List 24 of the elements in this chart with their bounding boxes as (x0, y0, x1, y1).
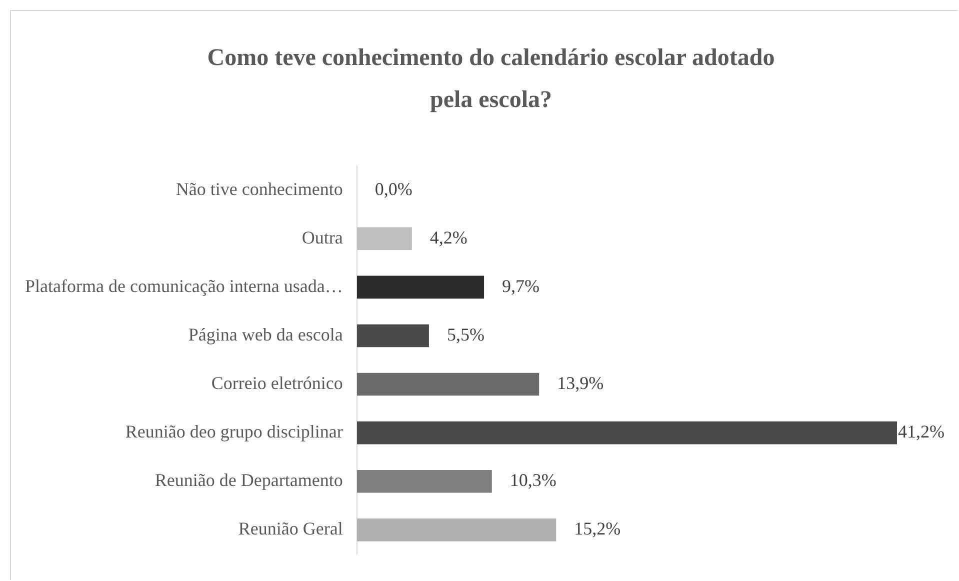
bar (356, 518, 556, 542)
y-tick-label: Plataforma de comunicação interna usada… (24, 276, 343, 296)
bar (356, 324, 429, 348)
data-label: 9,7% (502, 276, 540, 296)
data-label: 10,3% (510, 470, 556, 490)
bar (356, 276, 484, 299)
y-tick-label: Reunião deo grupo disciplinar (125, 422, 343, 442)
y-tick-label: Correio eletrónico (211, 373, 343, 394)
bar (356, 470, 492, 493)
chart-title: Como teve conhecimento do calendário escolar adotado pela escola? (206, 44, 776, 115)
y-tick-label: Página web da escola (188, 324, 343, 344)
data-label: 5,5% (446, 324, 484, 344)
bar (356, 372, 540, 396)
bar (356, 421, 897, 444)
y-tick-label: Não tive conhecimento (176, 178, 343, 199)
data-label: 13,9% (557, 373, 604, 394)
bar (356, 227, 412, 250)
y-tick-label: Reunião de Departamento (154, 470, 343, 490)
y-tick-label: Outra (302, 227, 343, 248)
y-tick-label: Reunião Geral (238, 518, 343, 539)
data-label: 15,2% (574, 518, 621, 539)
data-label: 41,2% (898, 422, 944, 442)
data-label: 0,0% (374, 178, 412, 199)
data-label: 4,2% (430, 227, 468, 248)
